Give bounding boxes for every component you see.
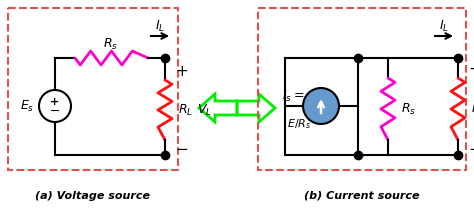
- Text: (a) Voltage source: (a) Voltage source: [36, 191, 151, 201]
- Text: −: −: [175, 143, 188, 158]
- Text: −: −: [50, 105, 60, 117]
- Text: $R_s$: $R_s$: [401, 102, 416, 117]
- Text: $E/R_s$: $E/R_s$: [287, 117, 311, 131]
- Text: $I_s=$: $I_s=$: [282, 89, 304, 104]
- Text: $R_L$: $R_L$: [471, 102, 474, 117]
- Text: $R_L$: $R_L$: [178, 102, 193, 118]
- Text: $I_L$: $I_L$: [155, 18, 165, 34]
- Text: +: +: [175, 64, 188, 79]
- Text: −: −: [468, 143, 474, 158]
- Text: $R_s$: $R_s$: [103, 36, 118, 52]
- Text: +: +: [468, 62, 474, 77]
- Text: (b) Current source: (b) Current source: [304, 191, 420, 201]
- Text: +: +: [50, 97, 60, 107]
- Circle shape: [39, 90, 71, 122]
- Text: $V_L$: $V_L$: [197, 102, 212, 118]
- Text: $I_L$: $I_L$: [439, 18, 449, 34]
- Text: $E_s$: $E_s$: [20, 99, 34, 113]
- Circle shape: [303, 88, 339, 124]
